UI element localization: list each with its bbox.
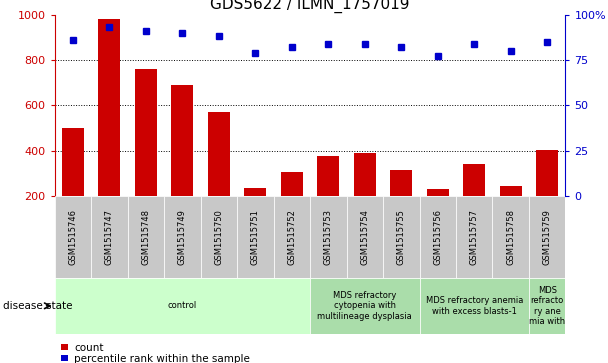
Bar xyxy=(383,196,420,278)
Bar xyxy=(420,196,456,278)
Text: disease state: disease state xyxy=(3,301,72,311)
Text: percentile rank within the sample: percentile rank within the sample xyxy=(74,354,250,363)
Bar xyxy=(500,186,522,196)
Bar xyxy=(62,128,84,196)
Bar xyxy=(492,196,529,278)
Bar xyxy=(274,196,310,278)
Text: GSM1515753: GSM1515753 xyxy=(324,209,333,265)
Bar xyxy=(420,278,529,334)
Text: GSM1515750: GSM1515750 xyxy=(215,209,223,265)
Bar xyxy=(529,196,565,278)
Text: GSM1515749: GSM1515749 xyxy=(178,209,187,265)
Text: GSM1515748: GSM1515748 xyxy=(142,209,150,265)
Bar xyxy=(529,278,565,334)
Text: control: control xyxy=(168,301,197,310)
Bar xyxy=(128,196,164,278)
Bar xyxy=(98,19,120,196)
Bar xyxy=(281,172,303,196)
Text: count: count xyxy=(74,343,104,354)
Bar xyxy=(237,196,274,278)
Bar xyxy=(317,156,339,196)
Title: GDS5622 / ILMN_1757019: GDS5622 / ILMN_1757019 xyxy=(210,0,410,13)
Text: GSM1515758: GSM1515758 xyxy=(506,209,515,265)
Bar xyxy=(354,153,376,196)
Bar xyxy=(310,196,347,278)
Text: MDS
refracto
ry ane
mia with: MDS refracto ry ane mia with xyxy=(529,286,565,326)
Bar xyxy=(347,196,383,278)
Bar xyxy=(390,170,412,196)
Text: MDS refractory
cytopenia with
multilineage dysplasia: MDS refractory cytopenia with multilinea… xyxy=(317,291,412,321)
Bar xyxy=(55,278,310,334)
Bar xyxy=(201,196,237,278)
Bar xyxy=(55,196,91,278)
Bar xyxy=(244,188,266,196)
Text: GSM1515756: GSM1515756 xyxy=(434,209,442,265)
Text: GSM1515746: GSM1515746 xyxy=(69,209,77,265)
Text: GSM1515755: GSM1515755 xyxy=(397,209,406,265)
Bar xyxy=(427,189,449,196)
Bar xyxy=(135,69,157,196)
Bar xyxy=(463,164,485,196)
Text: GSM1515747: GSM1515747 xyxy=(105,209,114,265)
Bar xyxy=(171,85,193,196)
Bar xyxy=(456,196,492,278)
Bar xyxy=(536,150,558,196)
Text: GSM1515751: GSM1515751 xyxy=(251,209,260,265)
Bar xyxy=(164,196,201,278)
Text: GSM1515754: GSM1515754 xyxy=(361,209,369,265)
Text: MDS refractory anemia
with excess blasts-1: MDS refractory anemia with excess blasts… xyxy=(426,296,523,315)
Bar xyxy=(208,112,230,196)
Bar xyxy=(91,196,128,278)
Text: GSM1515757: GSM1515757 xyxy=(470,209,478,265)
Bar xyxy=(310,278,420,334)
Text: GSM1515752: GSM1515752 xyxy=(288,209,296,265)
Text: GSM1515759: GSM1515759 xyxy=(543,209,551,265)
